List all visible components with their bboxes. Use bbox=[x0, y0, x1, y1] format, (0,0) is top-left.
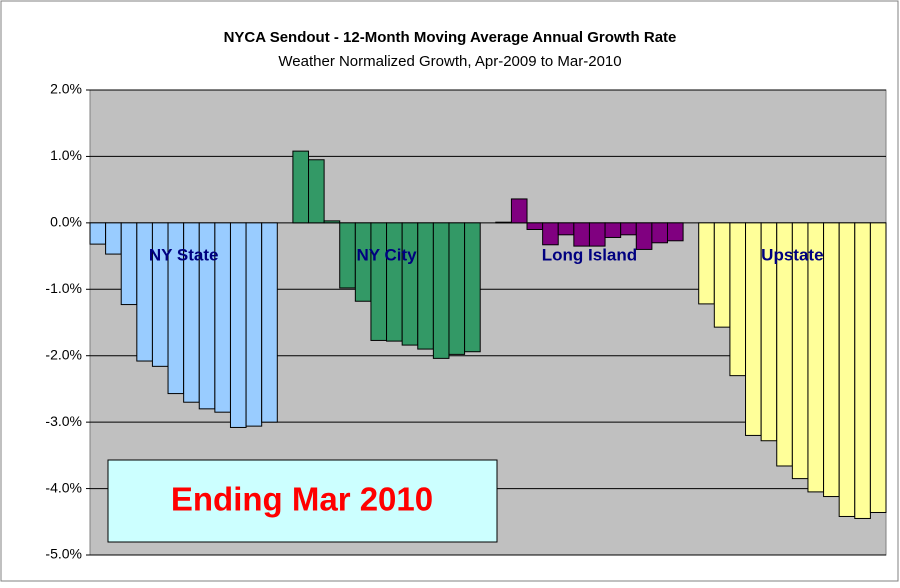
bar bbox=[292, 150, 310, 224]
annotation-box bbox=[107, 459, 498, 543]
y-tick-label: -2.0% bbox=[45, 346, 82, 362]
bar bbox=[401, 222, 419, 346]
bars bbox=[89, 150, 887, 519]
series-label: Long Island bbox=[542, 245, 637, 264]
bar bbox=[370, 222, 388, 341]
bar bbox=[666, 222, 684, 242]
bar bbox=[464, 222, 481, 353]
series-label: NY City bbox=[356, 245, 417, 264]
bar bbox=[588, 222, 606, 247]
y-tick-label: -5.0% bbox=[45, 546, 82, 562]
bar bbox=[308, 159, 325, 224]
y-tick-label: 0.0% bbox=[50, 214, 82, 230]
y-tick-label: 2.0% bbox=[50, 81, 82, 97]
bar bbox=[604, 222, 622, 238]
bar bbox=[448, 222, 466, 355]
bar bbox=[526, 222, 544, 231]
y-tick-label: -4.0% bbox=[45, 479, 82, 495]
series-label: Upstate bbox=[761, 245, 823, 264]
bar bbox=[729, 222, 747, 377]
bar bbox=[745, 222, 762, 436]
bar bbox=[136, 222, 153, 362]
y-tick-label: -3.0% bbox=[45, 413, 82, 429]
bar bbox=[229, 222, 247, 428]
bar bbox=[105, 222, 122, 255]
bar bbox=[261, 222, 278, 423]
series-label: NY State bbox=[149, 245, 219, 264]
bar bbox=[89, 222, 107, 245]
bar bbox=[542, 222, 559, 246]
chart-title: NYCA Sendout - 12-Month Moving Average A… bbox=[224, 29, 677, 46]
bar bbox=[495, 221, 512, 224]
y-tick-label: 1.0% bbox=[50, 147, 82, 163]
bar bbox=[854, 222, 871, 519]
bar bbox=[651, 222, 668, 244]
bar bbox=[557, 222, 575, 236]
bar bbox=[120, 222, 138, 306]
bar bbox=[417, 222, 434, 350]
bar bbox=[323, 220, 341, 224]
bar bbox=[620, 222, 637, 236]
bar bbox=[869, 222, 887, 513]
chart-subtitle: Weather Normalized Growth, Apr-2009 to M… bbox=[278, 53, 621, 70]
grid: 2.0% 1.0% 0.0% -1.0% -2.0% -3.0% -4.0% -5.0% bbox=[45, 81, 886, 562]
bar bbox=[339, 222, 356, 289]
annotation: Ending Mar 2010 bbox=[171, 481, 433, 518]
bar bbox=[823, 222, 840, 498]
bar bbox=[635, 222, 653, 250]
bar bbox=[386, 222, 403, 342]
bar bbox=[713, 222, 731, 328]
y-tick-label: -1.0% bbox=[45, 280, 82, 296]
bar bbox=[245, 222, 263, 427]
bar bbox=[432, 222, 450, 359]
bar bbox=[510, 198, 528, 224]
labels: NY State NY City Long Island Upstate bbox=[149, 245, 824, 264]
bar bbox=[573, 222, 590, 247]
bar bbox=[698, 222, 715, 305]
bar bbox=[838, 222, 856, 517]
